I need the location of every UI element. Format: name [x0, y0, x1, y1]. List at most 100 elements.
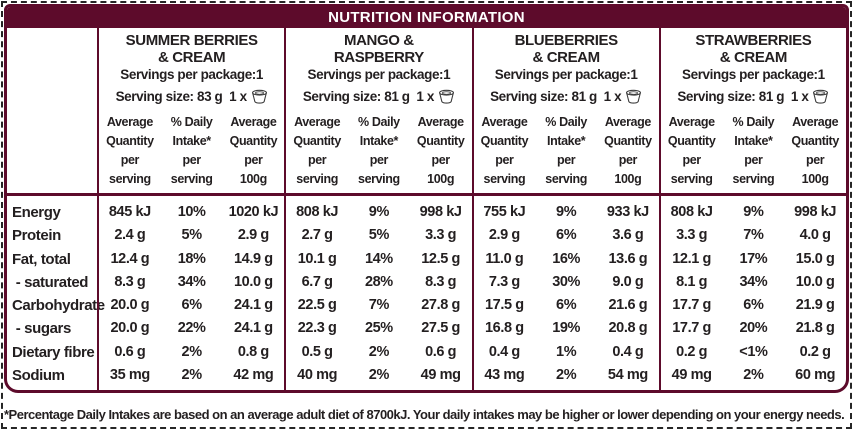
header-band: SUMMER BERRIES & CREAM Servings per packag… — [7, 28, 846, 196]
subheader-line: serving — [545, 172, 587, 186]
value-cell: 34% — [177, 273, 206, 290]
column-subheaders: Average Quantity per serving % Daily Intake* p… — [661, 113, 846, 189]
subheader-line: 100g — [239, 172, 267, 186]
value-cell: <1% — [739, 343, 768, 360]
subheader: Average Quantity per 100g — [223, 113, 285, 189]
subheader: Average Quantity per serving — [286, 113, 348, 189]
value-cell: 5% — [368, 227, 390, 244]
value-cell: 4.0 g — [799, 227, 831, 244]
subheader-line: Average — [417, 115, 464, 129]
value-cell: 808 kJ — [670, 204, 713, 220]
subheader: Average Quantity per 100g — [784, 113, 846, 189]
value-cell: 27.5 g — [421, 320, 460, 337]
value-cell: 2% — [556, 367, 577, 384]
subheader-line: per — [244, 153, 263, 167]
value-cell: 998 kJ — [419, 204, 462, 220]
subheader: Average Quantity per serving — [661, 113, 723, 189]
row-label: - saturated — [12, 273, 89, 291]
value-cell: 808 kJ — [296, 204, 339, 220]
row-label: Sodium — [12, 367, 65, 385]
serving-size-line: Serving size: 81 g 1 x — [661, 84, 846, 108]
value-cell: 9% — [743, 204, 764, 220]
servings-per-package: Servings per package:1 — [494, 67, 638, 82]
value-cell: 0.6 g — [114, 343, 146, 360]
daily-intake-footnote: *Percentage Daily Intakes are based on a… — [4, 407, 845, 422]
product-values-column: 845 kJ 10% 1020 kJ 2.4 g 5% 2.9 g 12.4 g 18% 14.… — [97, 196, 284, 390]
value-cell: 17.7 g — [672, 297, 711, 314]
product-header: STRAWBERRIES & CREAM Servings per package:… — [658, 28, 846, 193]
value-cell: 8.1 g — [676, 273, 708, 290]
subheader: Average Quantity per serving — [99, 113, 161, 189]
value-cell: 60 mg — [795, 367, 836, 384]
value-cell: 8.3 g — [114, 273, 146, 290]
subheader-line: per — [556, 153, 576, 167]
product-header: BLUEBERRIES & CREAM Servings per package:1… — [471, 28, 659, 193]
subheader-line: serving — [296, 172, 338, 186]
value-cell: 5% — [181, 227, 203, 244]
value-cell: 6% — [181, 297, 203, 314]
subheader-line: Intake* — [734, 134, 773, 148]
subheader-line: 100g — [427, 172, 455, 186]
value-cell: 7.3 g — [488, 273, 520, 290]
value-cell: 20.0 g — [110, 320, 150, 337]
value-cell: 1% — [556, 343, 577, 360]
product-values-column: 808 kJ 9% 998 kJ 2.7 g 5% 3.3 g 10.1 g 14% 12.5 … — [284, 196, 471, 390]
subheader-line: Quantity — [416, 134, 465, 148]
subheader-line: Intake* — [547, 134, 586, 148]
subheader-line: % Daily — [732, 115, 775, 129]
row-labels-column: Energy Protein Fat, total - saturated Carbo… — [7, 196, 105, 390]
value-cell: 42 mg — [233, 367, 274, 384]
serving-size-text: Serving size: 81 g 1 x — [490, 88, 622, 104]
value-cell: 21.8 g — [795, 320, 835, 337]
subheader-line: per — [431, 153, 450, 167]
servings-per-package: Servings per package:1 — [681, 67, 825, 82]
subheader-line: serving — [483, 172, 526, 186]
column-subheaders: Average Quantity per serving % Daily Intake* p… — [474, 113, 659, 189]
subheader-line: serving — [170, 172, 213, 186]
servings-per-package: Servings per package:1 — [120, 67, 264, 82]
value-cell: 15.0 g — [795, 250, 835, 267]
subheader-line: per — [307, 153, 327, 167]
subheader-line: per — [805, 153, 825, 167]
value-cell: 12.4 g — [110, 250, 150, 267]
value-cell: 2.7 g — [301, 227, 333, 244]
subheader-line: Average — [792, 115, 839, 129]
serving-size-text: Serving size: 81 g 1 x — [302, 88, 435, 104]
value-cell: 2.9 g — [237, 227, 269, 244]
row-label: - sugars — [12, 320, 72, 338]
subheader: % Daily Intake* per serving — [161, 113, 223, 189]
subheader-line: % Daily — [358, 115, 400, 129]
subheader-line: Quantity — [667, 134, 716, 148]
subheader-line: per — [618, 153, 638, 167]
value-cell: 19% — [552, 320, 581, 337]
serving-size-line: Serving size: 81 g 1 x — [474, 84, 659, 108]
subheader-line: Average — [604, 115, 651, 129]
subheader-line: Quantity — [604, 134, 652, 148]
value-cell: 35 mg — [109, 367, 150, 384]
row-label: Carbohydrate — [12, 297, 105, 315]
value-cell: 3.3 g — [676, 227, 708, 244]
value-cell: 6% — [556, 227, 577, 244]
value-cell: 10.0 g — [234, 273, 273, 290]
column-subheaders: Average Quantity per serving % Daily Intake* p… — [286, 113, 471, 189]
value-cell: 24.1 g — [234, 297, 273, 314]
value-cell: 22% — [177, 320, 206, 337]
subheader: % Daily Intake* per serving — [348, 113, 410, 189]
value-cell: 1020 kJ — [228, 204, 279, 220]
panel-title: NUTRITION INFORMATION — [7, 7, 846, 28]
value-cell: 2% — [181, 367, 203, 384]
value-cell: 14.9 g — [234, 250, 273, 267]
value-cell: 12.5 g — [421, 250, 460, 267]
value-cell: 43 mg — [484, 367, 525, 384]
product-name-line2: & CREAM — [719, 49, 788, 66]
product-name-line2: & CREAM — [158, 49, 226, 66]
value-cell: 54 mg — [607, 367, 648, 384]
value-cell: 0.4 g — [488, 343, 520, 360]
yogurt-cup-icon — [438, 89, 455, 104]
subheader-line: Average — [230, 115, 277, 129]
value-cell: 20.8 g — [608, 320, 648, 337]
value-cell: 0.5 g — [301, 343, 333, 360]
value-cell: 24.1 g — [234, 320, 273, 337]
value-cell: 49 mg — [671, 367, 712, 384]
subheader-line: 100g — [614, 172, 642, 186]
